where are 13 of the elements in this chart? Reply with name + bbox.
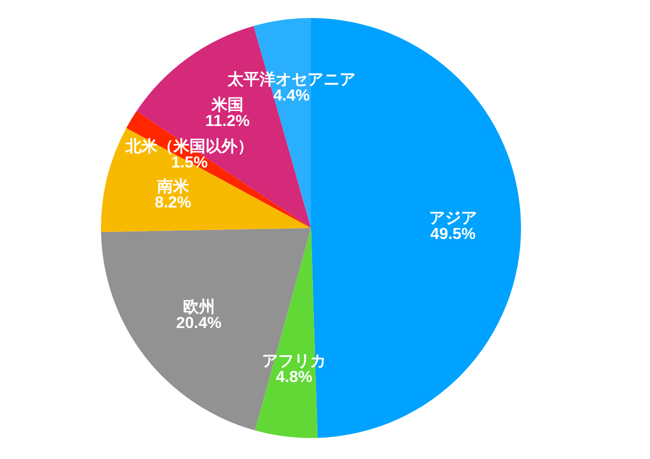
pie-slice bbox=[101, 228, 311, 430]
data-label: 4.8% bbox=[276, 368, 312, 386]
pie-slice bbox=[101, 128, 311, 232]
slice-label: 米国 bbox=[210, 96, 244, 114]
slice-label: 南米 bbox=[156, 177, 190, 196]
data-label: 20.4% bbox=[176, 315, 222, 332]
slice-label: 欧州 bbox=[182, 298, 215, 316]
slice-label: 北米（米国以外） bbox=[124, 138, 254, 156]
data-label: 8.2% bbox=[154, 194, 192, 212]
slice-label: アジア bbox=[428, 210, 477, 227]
data-label: 49.5% bbox=[430, 226, 476, 243]
data-label: 11.2% bbox=[205, 113, 250, 130]
data-label: 4.4% bbox=[273, 87, 310, 104]
